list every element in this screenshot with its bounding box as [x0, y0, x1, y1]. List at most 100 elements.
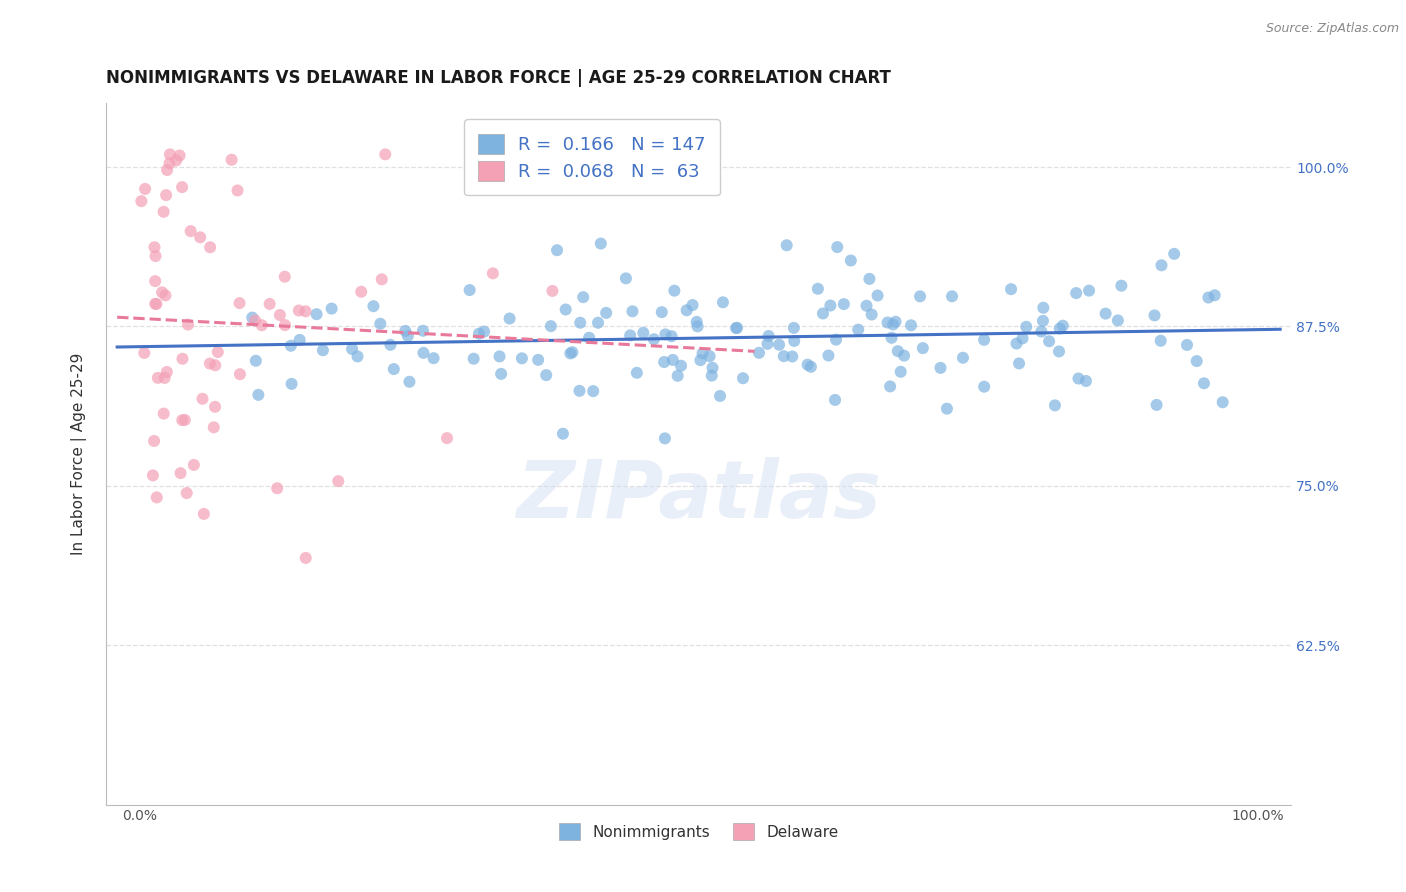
Point	[380, 338, 402, 352]
Point	[817, 349, 839, 363]
Point	[274, 269, 297, 284]
Point	[860, 308, 883, 322]
Point	[772, 349, 794, 363]
Y-axis label: In Labor Force | Age 25-29: In Labor Force | Age 25-29	[72, 353, 87, 555]
Point	[463, 351, 485, 366]
Point	[193, 507, 215, 521]
Point	[472, 325, 495, 339]
Point	[1175, 338, 1198, 352]
Point	[551, 426, 574, 441]
Point	[245, 353, 267, 368]
Point	[882, 318, 904, 332]
Point	[226, 184, 249, 198]
Point	[1150, 334, 1173, 348]
Point	[1185, 354, 1208, 368]
Point	[1000, 282, 1022, 296]
Point	[510, 351, 533, 366]
Point	[572, 290, 595, 304]
Point	[1032, 314, 1054, 328]
Point	[614, 271, 637, 285]
Text: Source: ZipAtlas.com: Source: ZipAtlas.com	[1265, 22, 1399, 36]
Point	[412, 324, 434, 338]
Point	[165, 153, 187, 168]
Point	[204, 400, 226, 414]
Point	[1043, 398, 1066, 412]
Point	[554, 302, 576, 317]
Point	[188, 230, 211, 244]
Point	[412, 346, 434, 360]
Point	[498, 311, 520, 326]
Point	[908, 289, 931, 303]
Text: ZIPatlas: ZIPatlas	[516, 457, 882, 535]
Point	[973, 380, 995, 394]
Point	[204, 359, 226, 373]
Point	[595, 306, 617, 320]
Point	[534, 368, 557, 383]
Point	[143, 434, 166, 448]
Point	[150, 285, 173, 300]
Point	[156, 365, 179, 379]
Point	[725, 320, 748, 334]
Point	[247, 388, 270, 402]
Point	[1078, 284, 1101, 298]
Point	[700, 368, 723, 383]
Point	[468, 326, 491, 341]
Point	[143, 297, 166, 311]
Point	[294, 304, 316, 318]
Point	[280, 339, 302, 353]
Point	[675, 303, 697, 318]
Point	[936, 401, 959, 416]
Point	[1064, 286, 1087, 301]
Point	[879, 379, 901, 393]
Point	[1067, 371, 1090, 385]
Point	[172, 413, 194, 427]
Point	[245, 313, 267, 327]
Point	[346, 350, 368, 364]
Point	[1015, 319, 1038, 334]
Point	[207, 345, 229, 359]
Point	[783, 334, 806, 348]
Point	[1111, 278, 1133, 293]
Point	[155, 288, 177, 302]
Point	[176, 486, 198, 500]
Point	[191, 392, 214, 406]
Point	[131, 194, 153, 209]
Point	[839, 253, 862, 268]
Point	[371, 272, 394, 286]
Point	[586, 316, 609, 330]
Point	[202, 420, 225, 434]
Point	[274, 318, 297, 332]
Point	[578, 331, 600, 345]
Point	[654, 431, 676, 445]
Point	[654, 327, 676, 342]
Point	[1052, 318, 1074, 333]
Point	[269, 308, 291, 322]
Point	[866, 288, 889, 302]
Point	[142, 468, 165, 483]
Point	[561, 345, 583, 359]
Point	[686, 315, 709, 329]
Point	[1011, 331, 1033, 345]
Point	[1049, 321, 1071, 335]
Point	[540, 319, 562, 334]
Point	[748, 346, 770, 360]
Point	[825, 333, 848, 347]
Point	[1038, 334, 1060, 349]
Point	[1212, 395, 1234, 409]
Point	[152, 204, 174, 219]
Point	[546, 244, 568, 258]
Point	[1192, 376, 1215, 391]
Point	[143, 274, 166, 288]
Point	[198, 240, 221, 254]
Point	[228, 296, 250, 310]
Point	[458, 283, 481, 297]
Point	[725, 321, 748, 335]
Point	[686, 319, 709, 334]
Point	[145, 249, 167, 263]
Point	[768, 337, 790, 351]
Point	[643, 332, 665, 346]
Point	[756, 337, 779, 351]
Point	[398, 375, 420, 389]
Point	[198, 357, 221, 371]
Point	[661, 329, 683, 343]
